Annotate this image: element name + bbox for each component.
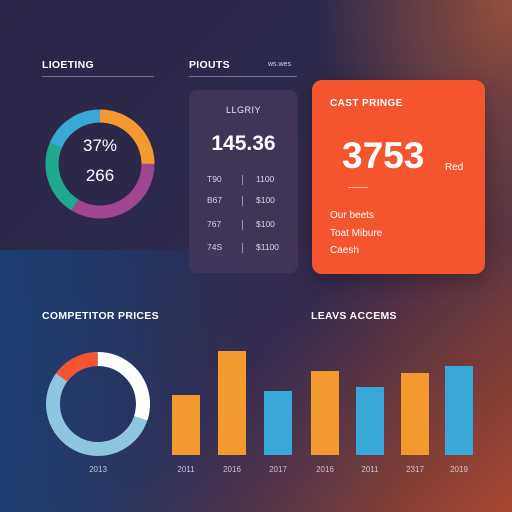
highlight-card-rule: [348, 187, 368, 188]
mid-section-title: PIOUTS: [189, 59, 230, 71]
bar-x-label: 2016: [223, 465, 241, 474]
stat-panel: LLGRIY 145.36 T90 1100 B67 $100 767 $100…: [189, 90, 298, 273]
donut-segment-white: [46, 352, 150, 456]
bar-7: [445, 366, 473, 455]
ring-segment-blue: [45, 109, 155, 219]
highlight-card-label: CAST PRINGE: [330, 98, 403, 109]
competitor-prices-title: COMPETITOR PRICES: [42, 310, 159, 322]
stat-row-right: $100: [256, 219, 275, 229]
bar-1: [172, 395, 200, 455]
stat-row: 767 $100: [189, 219, 298, 233]
mid-section-rule: [189, 76, 297, 77]
ring-center: [59, 123, 141, 205]
ring-percent: 37%: [82, 136, 118, 155]
bar-x-label: 2016: [316, 465, 334, 474]
stat-row-right: $1100: [256, 242, 280, 252]
stat-row-divider: [242, 196, 243, 206]
bar-5: [356, 387, 384, 455]
stat-row: 74S $1100: [189, 242, 298, 256]
bar-2: [218, 351, 246, 455]
highlight-card-line: Toat Mibure: [330, 228, 383, 239]
bar-x-label: 2011: [177, 465, 195, 474]
bar-x-label: 2011: [361, 465, 379, 474]
bar-x-label: 2317: [406, 465, 424, 474]
stat-row-right: 1100: [256, 174, 275, 184]
bar-x-label: 2017: [269, 465, 287, 474]
stat-row-left: 767: [207, 219, 222, 229]
stat-row-left: T90: [207, 174, 222, 184]
stat-panel-label: LLGRIY: [225, 105, 261, 115]
highlight-card-suffix: Red: [445, 162, 464, 173]
bar-4: [311, 371, 339, 455]
ring-chart: [45, 109, 155, 219]
bar-x-label: 2019: [450, 465, 468, 474]
stat-row-divider: [242, 220, 243, 230]
stat-row-divider: [242, 243, 243, 253]
donut-chart: [46, 352, 150, 456]
ring-segment-teal: [45, 109, 155, 219]
left-section-rule: [42, 76, 154, 77]
stat-row-left: 74S: [207, 242, 223, 252]
highlight-card-value: 3753: [342, 135, 425, 176]
bar-6: [401, 373, 429, 455]
highlight-card-line: Our beets: [330, 210, 374, 221]
bar-3: [264, 391, 292, 455]
donut-label: 2013: [89, 465, 107, 474]
stat-panel-value: 145.36: [211, 132, 276, 155]
stat-row-right: $100: [256, 195, 275, 205]
stat-row-divider: [242, 175, 243, 185]
stat-row: T90 1100: [189, 174, 298, 188]
stat-row: B67 $100: [189, 195, 298, 209]
mid-section-tag: ws.wes: [268, 61, 291, 68]
stat-row-left: B67: [207, 195, 223, 205]
left-section-title: LIOETING: [42, 59, 94, 71]
highlight-card: CAST PRINGE 3753 Red Our beets Toat Mibu…: [312, 80, 485, 274]
highlight-card-line: Caesh: [330, 245, 359, 256]
leads-title: LEAVS ACCEMS: [311, 310, 397, 322]
ring-value: 266: [85, 166, 115, 185]
